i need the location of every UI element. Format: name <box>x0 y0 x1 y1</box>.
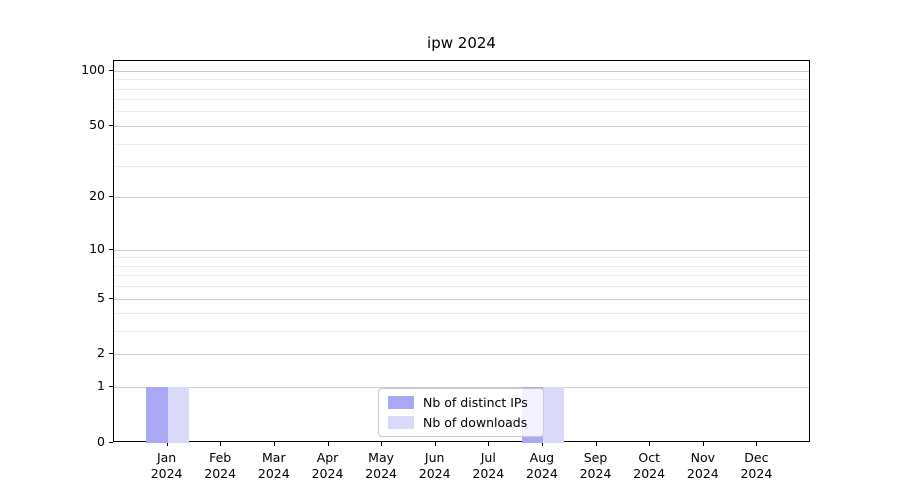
y-tick-mark <box>109 442 113 443</box>
chart-title: ipw 2024 <box>427 34 496 52</box>
y-tick-label: 0 <box>97 434 105 449</box>
y-tick-mark <box>109 124 113 126</box>
x-tick-mark <box>273 442 275 446</box>
x-tick-label: Jan 2024 <box>150 450 183 481</box>
x-tick-label: Feb 2024 <box>204 450 237 481</box>
bar-distinct-ips <box>146 387 168 443</box>
legend-label-distinct-ips: Nb of distinct IPs <box>423 395 528 410</box>
y-tick-mark <box>109 248 113 250</box>
x-tick-label: Aug 2024 <box>525 450 558 481</box>
y-tick-mark <box>109 353 113 355</box>
gridline-minor <box>114 79 809 81</box>
legend-swatch-downloads <box>388 416 414 429</box>
x-tick-mark <box>220 442 222 446</box>
gridline-major <box>114 387 809 389</box>
x-tick-mark <box>649 442 651 446</box>
x-tick-mark <box>434 442 436 446</box>
x-tick-mark <box>541 442 543 446</box>
x-tick-label: Dec 2024 <box>740 450 773 481</box>
gridline-minor <box>114 286 809 288</box>
legend-item-distinct-ips: Nb of distinct IPs <box>388 394 534 411</box>
x-tick-label: Oct 2024 <box>633 450 666 481</box>
x-tick-label: Nov 2024 <box>686 450 719 481</box>
gridline-minor <box>114 257 809 259</box>
y-tick-label: 2 <box>97 345 105 361</box>
x-tick-label: Mar 2024 <box>257 450 290 481</box>
x-tick-mark <box>381 442 383 446</box>
gridline-minor <box>114 265 809 267</box>
x-tick-mark <box>166 442 168 446</box>
x-tick-mark <box>756 442 758 446</box>
x-tick-label: Apr 2024 <box>311 450 344 481</box>
gridline-minor <box>114 331 809 333</box>
gridline-major <box>114 70 809 72</box>
gridline-major <box>114 354 809 356</box>
bar-downloads <box>542 387 565 443</box>
y-tick-mark <box>109 386 113 388</box>
gridline-minor <box>114 166 809 167</box>
gridline-minor <box>114 275 809 277</box>
gridline-minor <box>114 143 809 145</box>
gridline-major <box>114 298 809 300</box>
plot-area <box>113 60 810 443</box>
gridline-minor <box>114 88 809 90</box>
y-tick-label: 100 <box>81 61 105 77</box>
legend-swatch-distinct-ips <box>388 396 414 409</box>
gridline-major <box>114 197 809 199</box>
gridline-major <box>114 249 809 251</box>
x-tick-label: Jun 2024 <box>418 450 451 481</box>
x-tick-mark <box>595 442 597 446</box>
x-tick-label: Jul 2024 <box>472 450 505 481</box>
gridline-minor <box>114 111 809 113</box>
x-tick-label: Sep 2024 <box>579 450 612 481</box>
x-tick-mark <box>327 442 329 446</box>
x-tick-mark <box>702 442 704 446</box>
y-tick-label: 20 <box>89 188 105 204</box>
y-tick-mark <box>109 297 113 299</box>
bar-downloads <box>167 387 189 443</box>
y-tick-label: 1 <box>97 378 105 394</box>
y-tick-label: 10 <box>89 240 105 256</box>
gridline-major <box>114 125 809 127</box>
x-tick-mark <box>488 442 490 446</box>
gridline-minor <box>114 313 809 315</box>
legend-item-downloads: Nb of downloads <box>388 414 534 431</box>
x-tick-label: May 2024 <box>365 450 397 481</box>
legend: Nb of distinct IPs Nb of downloads <box>378 388 544 437</box>
legend-label-downloads: Nb of downloads <box>423 415 528 430</box>
y-tick-mark <box>109 196 113 198</box>
y-tick-mark <box>109 69 113 71</box>
y-tick-label: 5 <box>97 289 105 305</box>
y-tick-label: 50 <box>89 116 105 132</box>
gridline-minor <box>114 99 809 101</box>
